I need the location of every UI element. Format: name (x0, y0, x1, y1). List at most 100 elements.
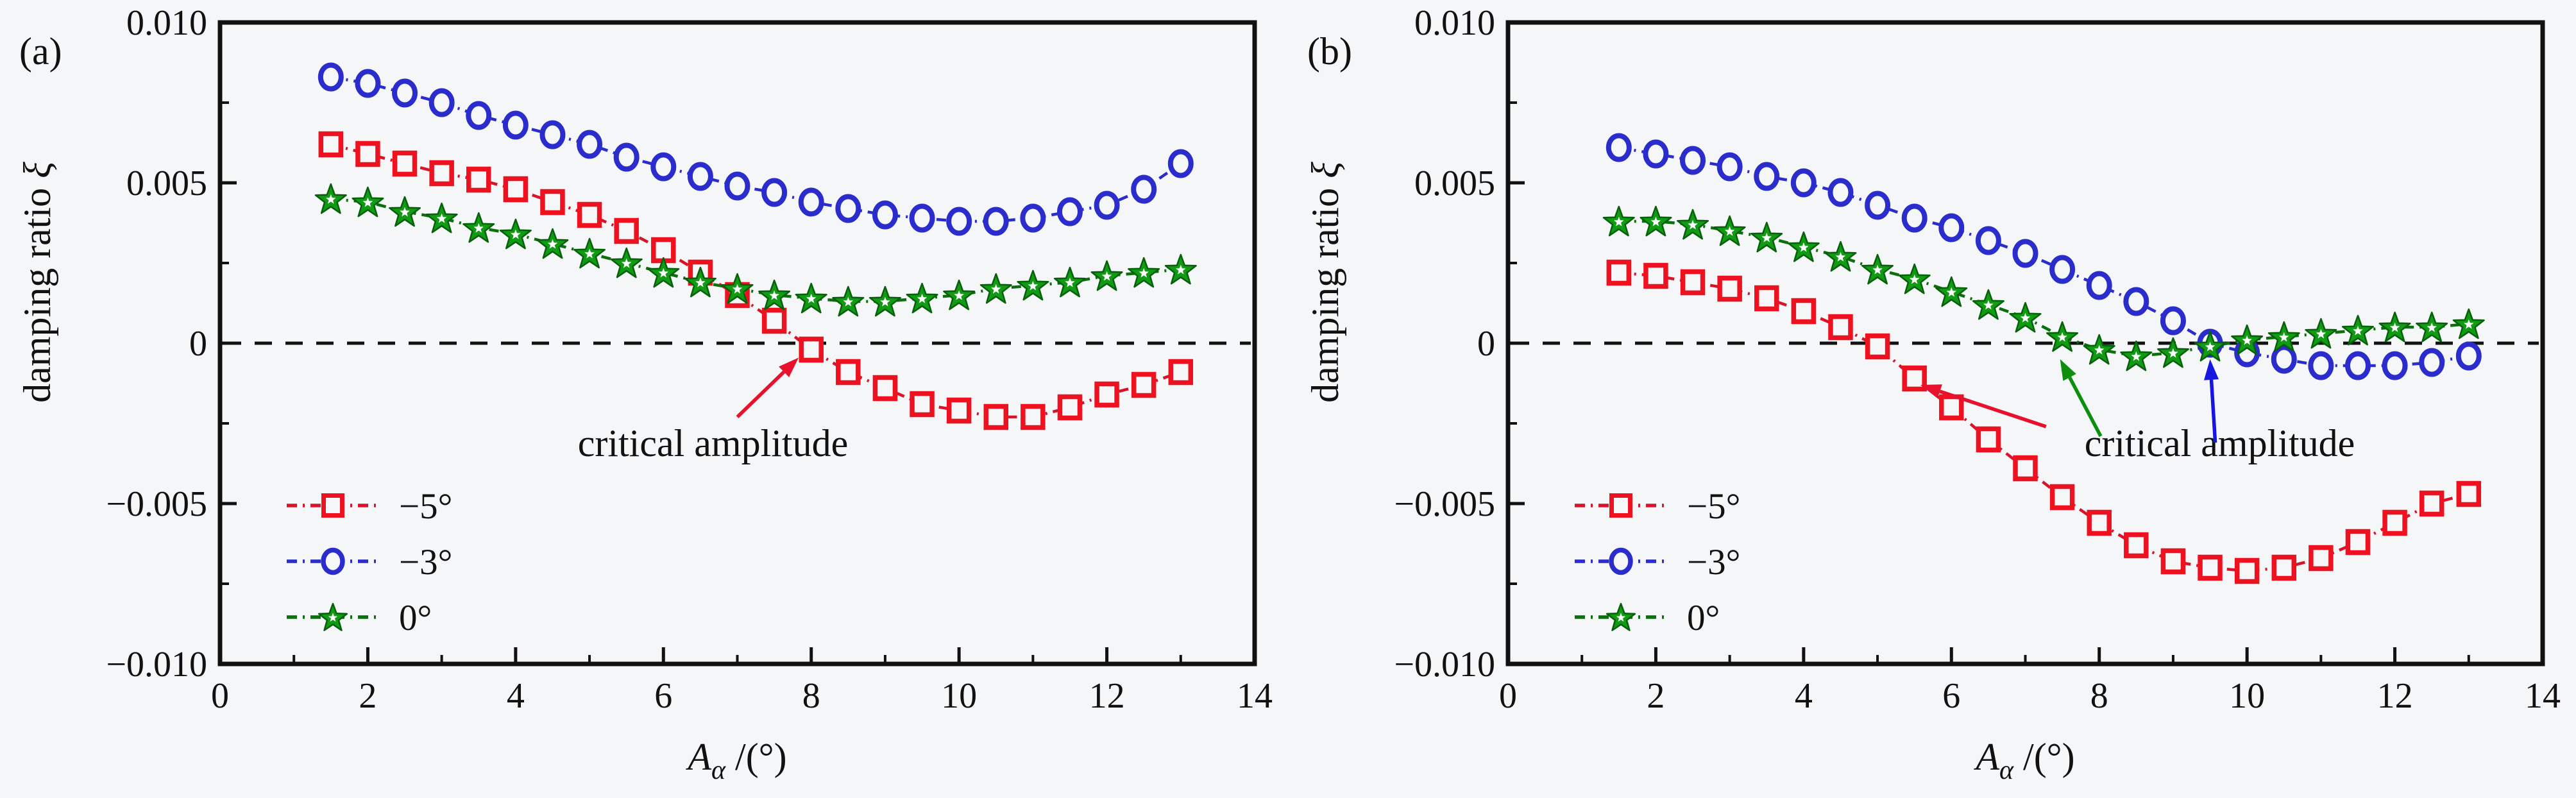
y-tick-label: 0.010 (126, 3, 207, 43)
circle-marker (2086, 271, 2112, 300)
y-axis-label: damping ratio ξ (16, 162, 58, 403)
square-marker (614, 217, 639, 244)
square-marker (2382, 509, 2407, 536)
x-tick-label: 14 (2525, 676, 2561, 716)
square-marker (1606, 259, 1632, 286)
star-marker-center (2389, 322, 2400, 332)
square-marker (2087, 509, 2112, 536)
legend-label: −3° (399, 542, 452, 582)
square-marker (1680, 269, 1706, 296)
star-marker-center (2316, 328, 2326, 339)
star-marker-center (1872, 264, 1883, 275)
circle-marker (2419, 348, 2445, 377)
circle-marker (2455, 341, 2482, 371)
x-tick-label: 4 (1795, 676, 1813, 716)
square-marker (799, 336, 824, 363)
chart-panel-b: 0 2 4 6 8 10 12 14 0.010 0.005 0 −0.005 −0.010 Aα /(°… (1288, 0, 2576, 798)
circle-marker (577, 130, 603, 159)
square-marker (466, 166, 491, 193)
circle-marker (539, 120, 566, 149)
chart-panel-a: 0 2 4 6 8 10 12 14 0.010 0.005 0 −0.005 −0.010 Aα /(°… (16, 3, 1273, 785)
circle-marker (1020, 203, 1046, 233)
annotation-arrow-head (2204, 359, 2219, 380)
circle-marker (355, 69, 381, 98)
star-marker-center (1761, 232, 1772, 242)
circle-marker (392, 78, 418, 108)
star-marker-center (2205, 341, 2216, 352)
star-marker-center (473, 223, 484, 233)
star-marker-center (1650, 216, 1661, 226)
star-marker-center (2057, 332, 2067, 342)
circle-marker (502, 110, 529, 140)
circle-marker (1938, 213, 1965, 242)
square-marker (1057, 394, 1083, 421)
star-marker-center (732, 284, 743, 294)
x-tick-label: 10 (941, 676, 977, 716)
star-marker-center (2168, 348, 2178, 358)
square-marker (318, 131, 344, 158)
star-marker-center (843, 296, 854, 307)
circle-marker (1790, 168, 1817, 198)
legend-circle-marker (1609, 547, 1633, 575)
x-tick-label: 14 (1237, 676, 1273, 716)
circle-marker (318, 62, 344, 92)
square-marker (872, 375, 898, 402)
star-marker-center (658, 267, 669, 278)
circle-marker (2271, 344, 2297, 374)
circle-marker (724, 171, 750, 201)
star-marker-center (1835, 251, 1846, 262)
circle-marker (798, 187, 824, 217)
annotation-arrow-shaft (2068, 377, 2103, 437)
square-marker (355, 140, 380, 167)
y-tick-label: −0.010 (106, 645, 207, 684)
circle-marker (2123, 287, 2149, 316)
circle-marker (1643, 139, 1669, 169)
circle-marker (1131, 174, 1157, 204)
circle-marker (466, 101, 492, 130)
circle-marker (1754, 162, 1780, 191)
legend-label: −5° (399, 486, 452, 527)
circle-marker (1975, 226, 2001, 255)
x-tick-label: 8 (2090, 676, 2108, 716)
circle-marker (983, 207, 1009, 236)
x-tick-label: 6 (654, 676, 672, 716)
star-marker-center (1101, 271, 1112, 281)
circle-marker (761, 178, 788, 207)
annotation-arrow-shaft (2209, 379, 2217, 443)
star-marker-center (880, 296, 890, 307)
square-marker (577, 201, 602, 228)
legend-square-marker (321, 493, 344, 518)
circle-marker (2160, 306, 2186, 335)
circle-marker (1056, 197, 1083, 226)
square-marker (2160, 548, 2186, 575)
star-marker-center (621, 258, 632, 268)
square-marker (1094, 381, 1119, 408)
square-marker (429, 160, 454, 187)
square-marker (946, 397, 972, 424)
circle-marker (650, 152, 677, 182)
circle-marker (1167, 149, 1194, 178)
circle-marker (909, 203, 935, 233)
star-marker-center (991, 284, 1001, 294)
star-marker-center (2279, 332, 2289, 342)
square-marker (1168, 359, 1194, 386)
square-marker (836, 359, 861, 386)
square-marker (1754, 285, 1779, 312)
x-tick-label: 2 (1647, 676, 1665, 716)
y-tick-label: 0.010 (1414, 3, 1495, 43)
square-marker (2013, 455, 2038, 482)
legend-star-center (1616, 613, 1626, 622)
square-marker (761, 307, 787, 334)
star-marker-center (362, 197, 373, 207)
star-marker-center (695, 277, 706, 287)
y-tick-label: 0.005 (126, 164, 207, 203)
square-marker (1865, 333, 1890, 360)
star-marker-center (2242, 335, 2252, 345)
x-tick-label: 0 (211, 676, 229, 716)
star-marker-center (1028, 280, 1038, 291)
star-marker-center (1614, 216, 1624, 226)
y-tick-label: 0.005 (1414, 164, 1495, 203)
circle-marker (1901, 203, 1928, 233)
legend-star-center (328, 613, 338, 622)
